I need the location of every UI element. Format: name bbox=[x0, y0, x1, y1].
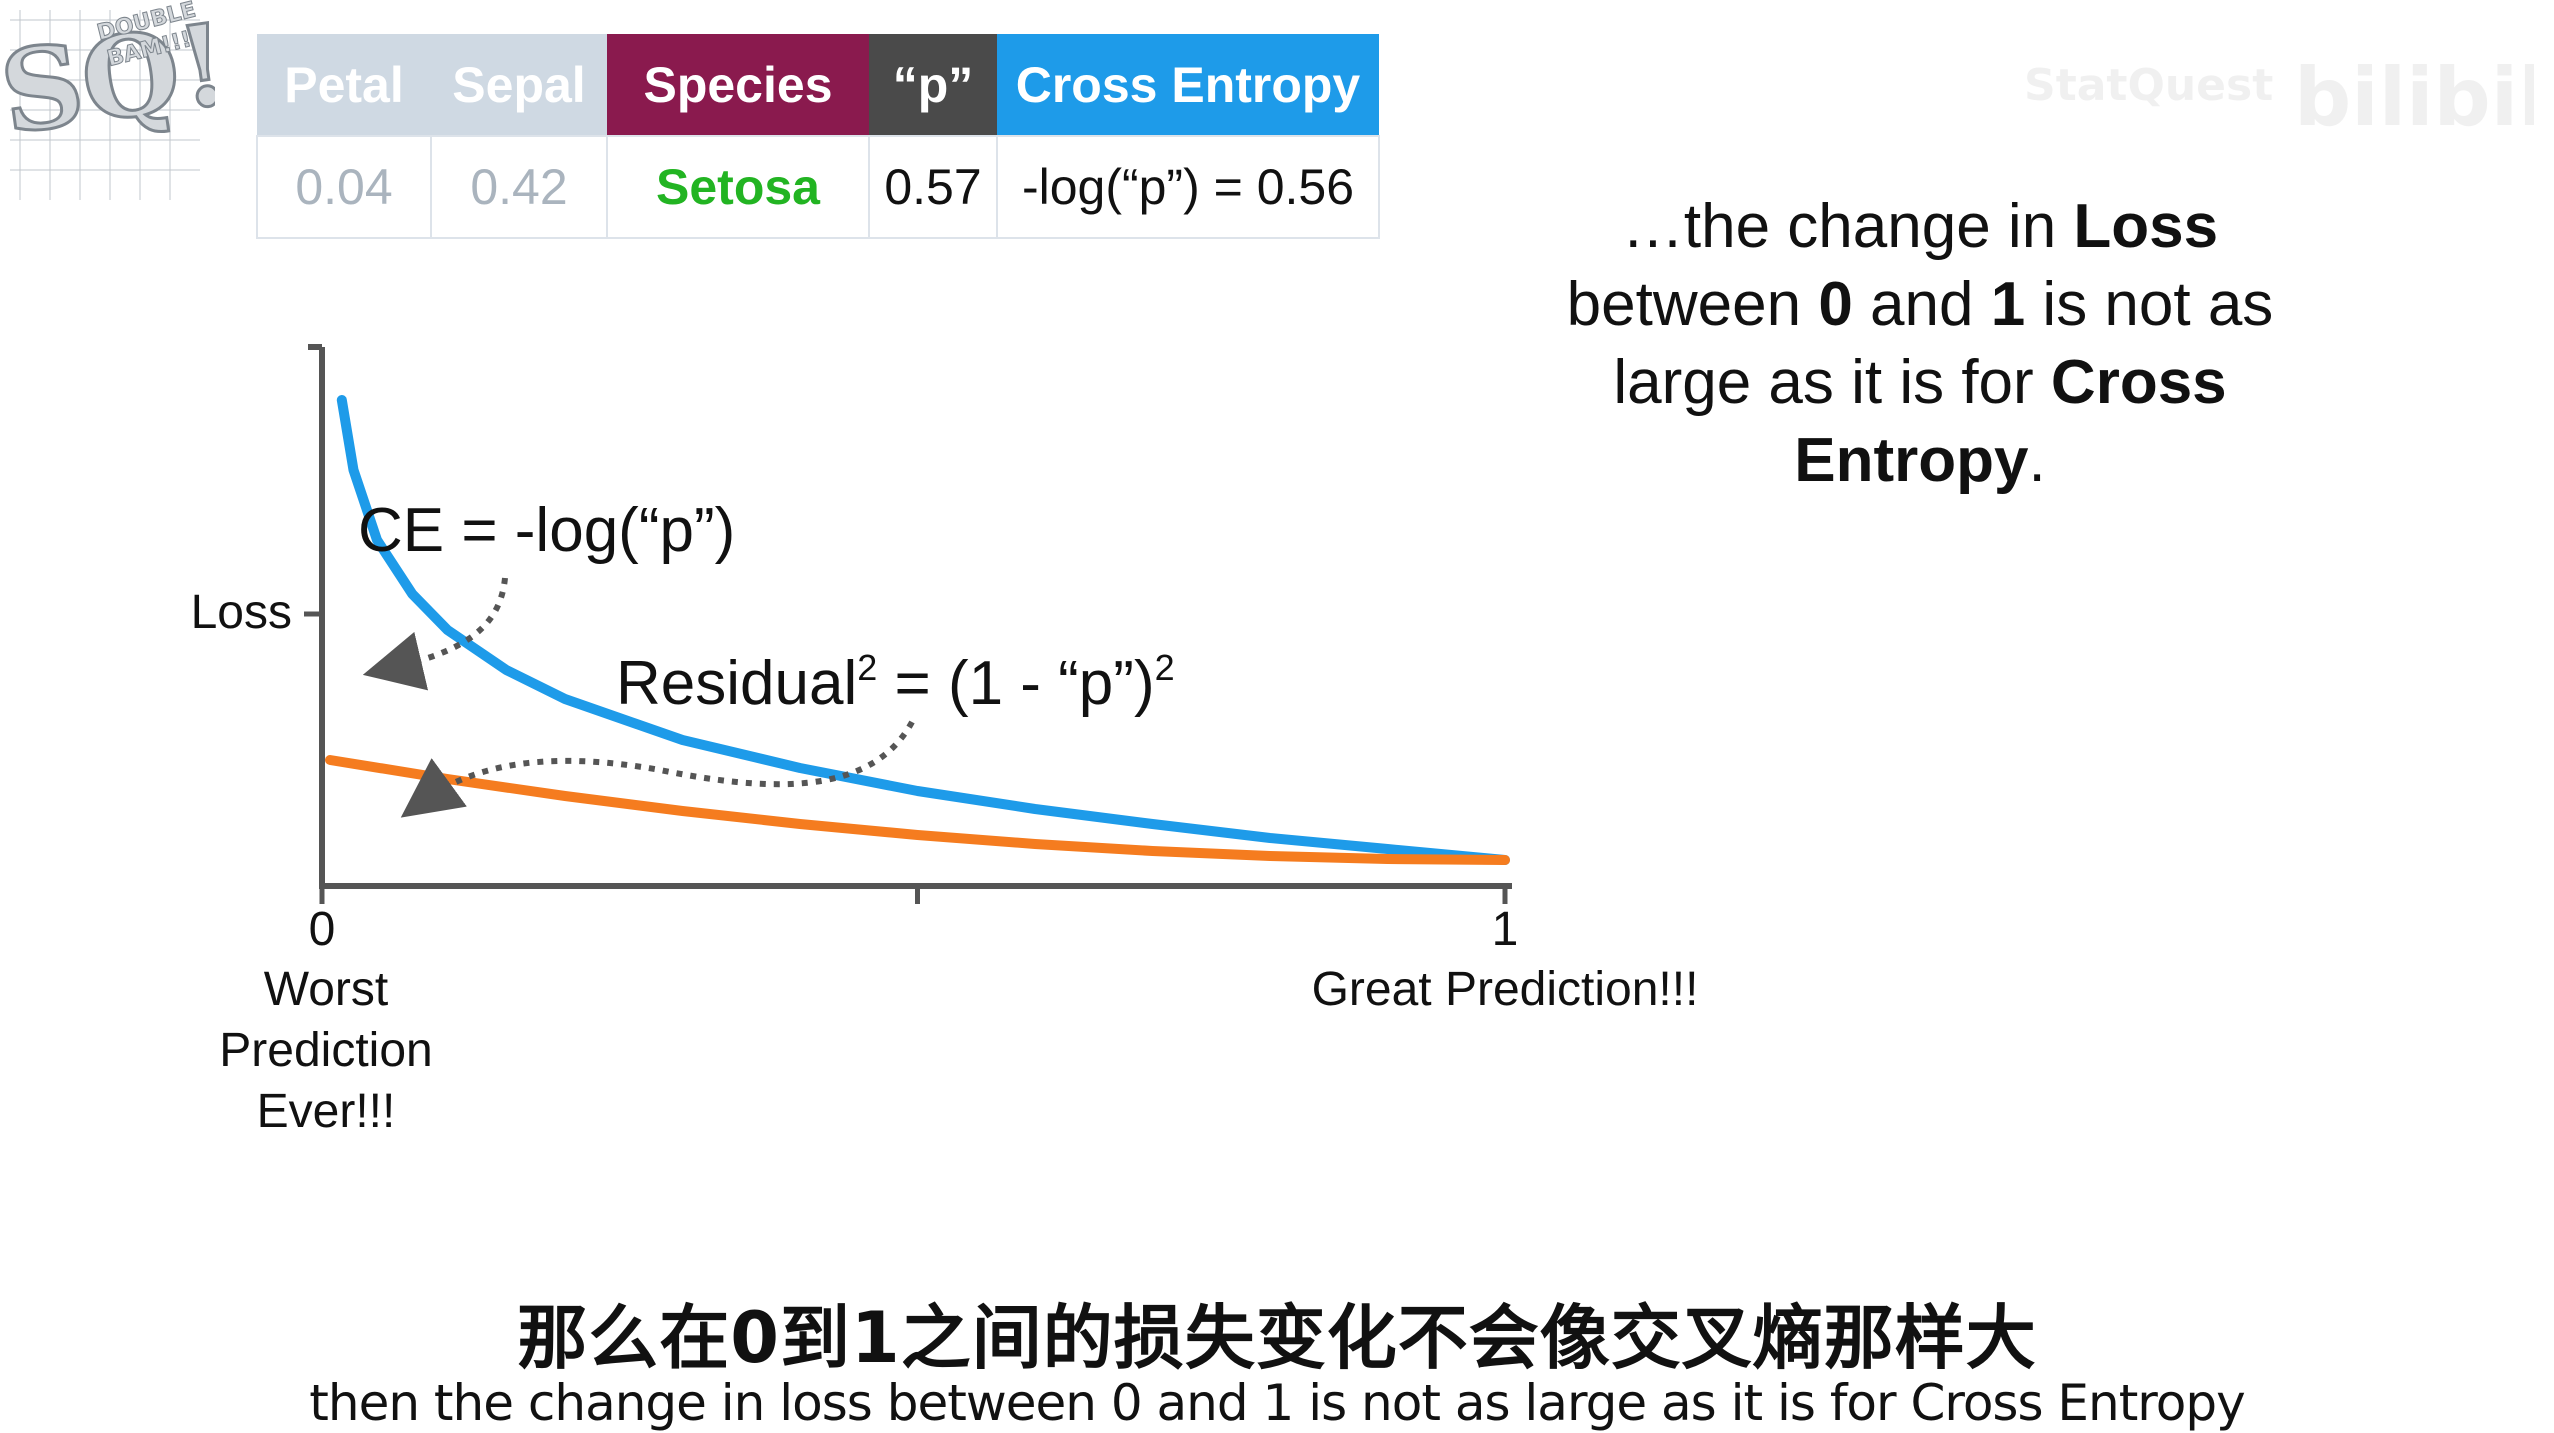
cell-cross-entropy: -log(“p”) = 0.56 bbox=[996, 135, 1380, 239]
worst-caption-line-3: Ever!!! bbox=[257, 1085, 396, 1138]
statquest-logo-icon: SQ! DOUBLE BAM!!! bbox=[0, 0, 215, 200]
header-species: Species bbox=[607, 34, 869, 136]
cell-p: 0.57 bbox=[868, 135, 998, 239]
header-p: “p” bbox=[869, 34, 997, 136]
explanation-line-2: between 0 and 1 is not as bbox=[1566, 270, 2274, 339]
cell-species: Setosa bbox=[606, 135, 870, 239]
series-layer bbox=[325, 395, 1510, 865]
x-tick-label: 1 bbox=[1492, 903, 1519, 956]
residual-arrow bbox=[400, 720, 915, 818]
explanation-line-4: Entropy. bbox=[1794, 426, 2046, 495]
header-cross-entropy: Cross Entropy bbox=[997, 34, 1379, 136]
explanation-line-3: large as it is for Cross bbox=[1613, 348, 2227, 417]
svg-text:StatQuest: StatQuest bbox=[2024, 60, 2273, 111]
great-caption: Great Prediction!!! bbox=[1312, 963, 1699, 1016]
explanation-line-1: …the change in Loss bbox=[1621, 192, 2219, 261]
worst-caption-line-1: Worst bbox=[264, 963, 388, 1016]
svg-text:SQ!: SQ! bbox=[0, 0, 215, 160]
residual-formula: Residual2 = (1 - “p”)2 bbox=[616, 647, 1175, 718]
explanation-text: …the change in Loss between 0 and 1 is n… bbox=[1490, 188, 2350, 500]
header-sepal: Sepal bbox=[431, 34, 607, 136]
header-petal: Petal bbox=[257, 34, 431, 136]
iris-data-table: Petal Sepal Species “p” Cross Entropy 0.… bbox=[256, 34, 1380, 239]
x-tick-label: 0 bbox=[309, 903, 336, 956]
cross-entropy-curve bbox=[336, 395, 1510, 865]
subtitle-chinese: 那么在0到1之间的损失变化不会像交叉熵那样大 bbox=[516, 1296, 2037, 1380]
cell-petal: 0.04 bbox=[256, 135, 432, 239]
svg-text:bilibili: bilibili bbox=[2294, 51, 2534, 144]
y-axis-label: Loss bbox=[191, 586, 292, 639]
ce-formula: CE = -log(“p”) bbox=[358, 496, 735, 565]
worst-caption-line-2: Prediction bbox=[219, 1024, 432, 1077]
residual-squared-curve bbox=[325, 755, 1510, 865]
subtitle-english: then the change in loss between 0 and 1 … bbox=[308, 1373, 2246, 1433]
ce-arrow bbox=[362, 577, 508, 691]
table-row: 0.04 0.42 Setosa 0.57 -log(“p”) = 0.56 bbox=[256, 135, 1380, 239]
cell-sepal: 0.42 bbox=[430, 135, 608, 239]
table-header-row: Petal Sepal Species “p” Cross Entropy bbox=[257, 34, 1379, 136]
bilibili-logo-icon: StatQuest bilibili bbox=[2024, 51, 2534, 144]
